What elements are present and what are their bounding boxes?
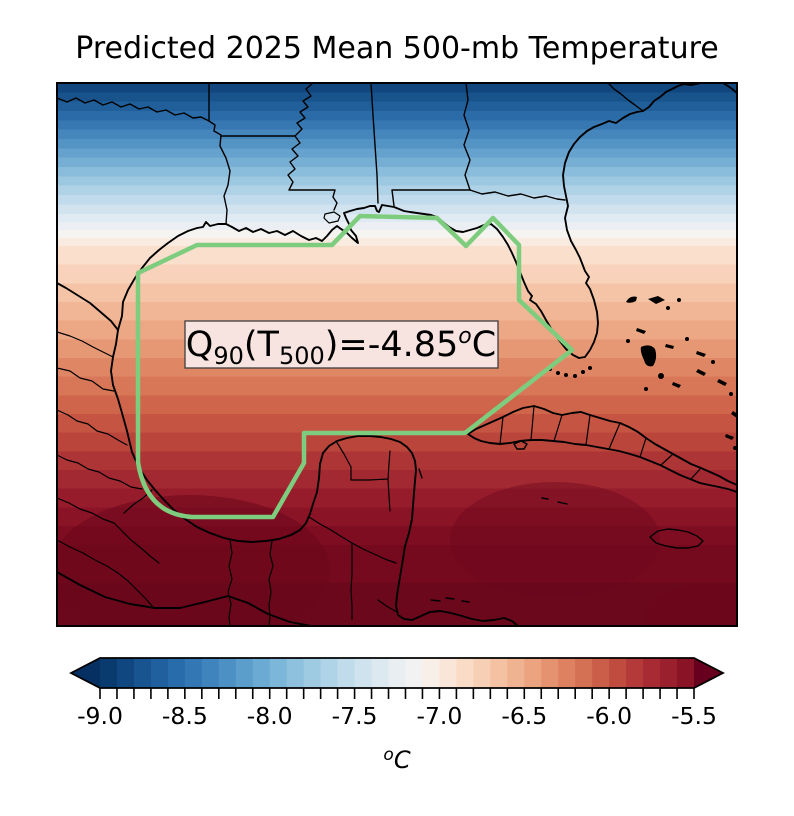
- colorbar-tick-label: -9.0: [77, 702, 123, 730]
- colorbar-band: [507, 658, 525, 688]
- lake-pontchartrain: [323, 211, 341, 224]
- colorbar-band: [269, 658, 288, 688]
- alabama-florida-border: [391, 189, 471, 207]
- colorbar-band: [371, 658, 390, 688]
- colorbar-band: [490, 658, 508, 688]
- colorbar-over-arrow: [694, 658, 723, 688]
- colorbar-unit-label: oC: [383, 745, 410, 774]
- colorbar-band: [388, 658, 406, 688]
- colorbar-band: [541, 658, 559, 688]
- gulf-region-outline: [135, 213, 575, 520]
- colorbar-tick-label: -5.5: [671, 702, 717, 730]
- mississippi-alabama-border: [370, 83, 379, 204]
- colorbar-band: [660, 658, 678, 688]
- cuba-province-borders: [499, 405, 702, 480]
- colorbar-band: [303, 658, 322, 688]
- colorbar-band: [456, 658, 474, 688]
- colorbar-tick-labels: -9.0 -8.5 -8.0 -7.5 -7.0 -6.5 -6.0 -5.5: [77, 702, 717, 730]
- florida-georgia-border: [469, 189, 566, 201]
- alabama-georgia-border: [463, 83, 471, 191]
- colorbar-band: [286, 658, 305, 688]
- us-gulf-atlantic-coastline: [117, 83, 701, 359]
- map-area: Q90(T500)=-4.85oC: [57, 83, 737, 626]
- colorbar-band: [320, 658, 339, 688]
- cuba-coastline: [467, 405, 737, 493]
- colorbar-band: [167, 658, 186, 688]
- colorbar-band: [235, 658, 254, 688]
- colorbar-band: [150, 658, 169, 688]
- colorbar-band: [184, 658, 203, 688]
- colorbar-tick-label: -7.0: [416, 702, 462, 730]
- pacific-coastline: [57, 571, 313, 626]
- annotation-t: (T: [244, 325, 280, 365]
- annotation-q: Q: [186, 325, 214, 365]
- map-frame: [56, 82, 738, 627]
- colorbar-band: [626, 658, 644, 688]
- colorbar-band: [592, 658, 610, 688]
- colorbar-band: [218, 658, 237, 688]
- colorbar-band: [354, 658, 373, 688]
- isla-juventud: [513, 440, 528, 450]
- annotation-box: Q90(T500)=-4.85oC: [184, 320, 499, 370]
- colorbar-bands: [100, 658, 695, 688]
- cozumel: [418, 468, 423, 479]
- colorbar-tick-label: -8.5: [162, 702, 208, 730]
- page-title: Predicted 2025 Mean 500-mb Temperature: [75, 31, 718, 66]
- coastlines: [57, 83, 737, 626]
- colorbar-band: [116, 658, 135, 688]
- state-borders: [57, 83, 644, 225]
- colorbar-band: [643, 658, 661, 688]
- colorbar-band: [473, 658, 491, 688]
- jamaica: [649, 528, 704, 549]
- colorbar-ticks: [99, 688, 695, 699]
- texas-oklahoma-border: [57, 83, 210, 122]
- texas-louisiana-border: [208, 120, 231, 225]
- bay-islands: [430, 597, 470, 603]
- colorbar-band: [405, 658, 423, 688]
- colorbar: -9.0 -8.5 -8.0 -7.5 -7.0 -6.5 -6.0 -5.5 oC: [69, 657, 725, 774]
- colorbar-band: [677, 658, 695, 688]
- colorbar-tick-label: -7.5: [332, 702, 378, 730]
- colorbar-under-arrow: [71, 658, 100, 688]
- mexico-central-america-coastline: [110, 329, 519, 626]
- carolina-corner-coastline: [722, 83, 737, 94]
- warm-contour-blobs: [57, 482, 737, 626]
- colorbar-band: [609, 658, 627, 688]
- unit-letter: C: [394, 746, 411, 774]
- colorbar-band: [337, 658, 356, 688]
- annotation-t-sub: 500: [279, 342, 325, 370]
- georgia-southcarolina-border: [607, 83, 644, 112]
- mississippi-river-border: [287, 83, 338, 211]
- annotation-degree: o: [458, 324, 471, 349]
- rio-grande-border: [57, 282, 119, 331]
- colorbar-band: [439, 658, 457, 688]
- colorbar-band: [558, 658, 576, 688]
- colorbar-tick-label: -6.0: [586, 702, 632, 730]
- colorbar-tick-label: -6.5: [501, 702, 547, 730]
- colorbar-band: [133, 658, 152, 688]
- colorbar-band: [422, 658, 440, 688]
- annotation-value: )=-4.85: [325, 325, 459, 365]
- colorbar-band: [524, 658, 542, 688]
- colorbar-band: [201, 658, 220, 688]
- annotation-unit: C: [472, 325, 496, 365]
- cayman-islands: [541, 497, 568, 505]
- colorbar-tick-label: -8.0: [247, 702, 293, 730]
- colorbar-band: [575, 658, 593, 688]
- annotation-q-sub: 90: [213, 342, 244, 370]
- colorbar-band: [252, 658, 271, 688]
- colorbar-band: [100, 658, 118, 688]
- unit-superscript: o: [383, 745, 393, 765]
- annotation-text: Q90(T500)=-4.85oC: [186, 324, 496, 370]
